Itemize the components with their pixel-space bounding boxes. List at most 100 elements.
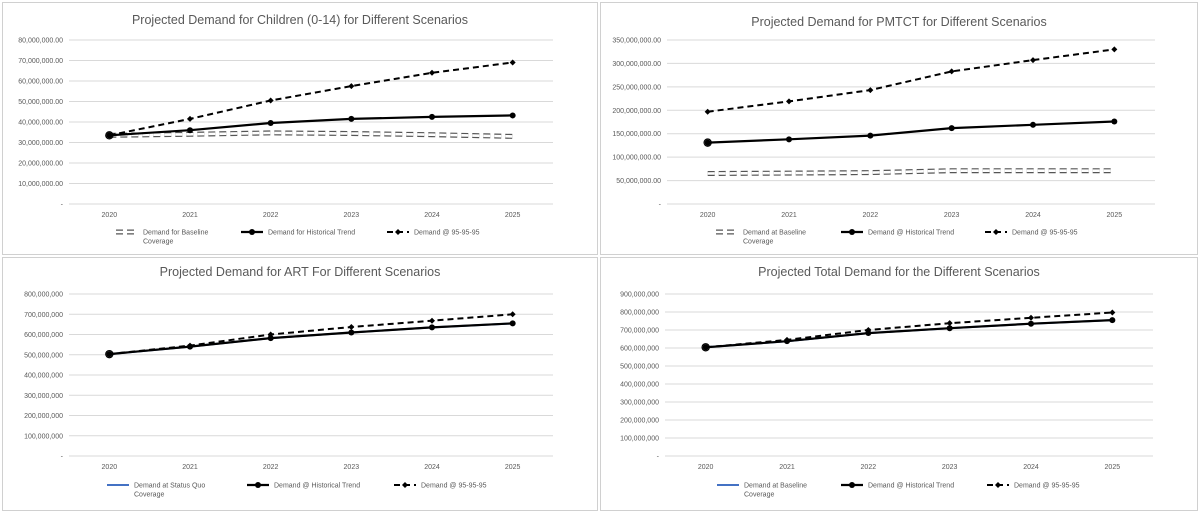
y-tick-label: 300,000,000 — [24, 393, 63, 400]
x-tick-label: 2021 — [182, 212, 198, 219]
data-point — [1111, 46, 1118, 53]
y-tick-label: 800,000,000 — [620, 310, 659, 317]
y-tick-label: 30,000,000.00 — [18, 140, 63, 147]
y-tick-label: 400,000,000 — [24, 373, 63, 380]
x-tick-label: 2022 — [861, 464, 877, 471]
data-point — [106, 132, 113, 139]
data-point — [1028, 320, 1034, 327]
legend-marker — [249, 229, 255, 235]
legend-marker — [993, 229, 999, 235]
y-tick-label: 500,000,000 — [24, 352, 63, 359]
x-tick-label: 2025 — [1105, 464, 1121, 471]
start-point-ring — [703, 138, 712, 147]
y-tick-label: 800,000,000 — [24, 292, 63, 299]
legend-entry: Demand @ 95-95-95 — [387, 229, 480, 237]
x-tick-label: 2024 — [1023, 464, 1039, 471]
data-point — [1109, 309, 1116, 316]
legend-label: Demand at Baseline — [743, 230, 806, 237]
x-tick-label: 2022 — [263, 212, 279, 219]
legend-entry: Demand at Status Quo Coverage — [107, 483, 205, 499]
x-tick-label: 2021 — [779, 464, 795, 471]
data-point — [348, 115, 355, 122]
legend-label: Demand @ 95-95-95 — [414, 230, 480, 237]
x-tick-label: 2025 — [1107, 212, 1123, 219]
legend-label: Demand at Status Quo — [134, 483, 205, 490]
legend-entry: Demand @ 95-95-95 — [394, 482, 487, 490]
y-tick-label: 700,000,000 — [24, 312, 63, 319]
legend-label: Demand @ 95-95-95 — [1014, 483, 1080, 490]
x-tick-label: 2023 — [344, 212, 360, 219]
data-point — [509, 112, 516, 119]
start-point-ring — [105, 349, 114, 359]
data-point — [867, 87, 874, 94]
y-tick-label: - — [61, 202, 64, 209]
x-tick-label: 2024 — [1025, 212, 1041, 219]
series-line-2 — [109, 61, 513, 137]
y-tick-label: 50,000,000.00 — [616, 178, 661, 185]
legend-entry: Demand @ 95-95-95 — [987, 482, 1080, 490]
series-line-2 — [109, 313, 513, 356]
x-tick-label: 2020 — [698, 464, 714, 471]
x-tick-label: 2020 — [102, 464, 118, 471]
data-point — [348, 324, 355, 331]
y-tick-label: 900,000,000 — [620, 292, 659, 299]
y-tick-label: 40,000,000.00 — [18, 120, 63, 127]
legend-marker — [849, 482, 855, 488]
y-tick-label: 600,000,000 — [24, 332, 63, 339]
total-demand-chart: Projected Total Demand for the Different… — [600, 257, 1198, 511]
data-point — [267, 120, 274, 127]
legend-label: Demand @ Historical Trend — [868, 483, 954, 490]
data-point — [1111, 118, 1118, 125]
x-tick-label: 2025 — [505, 464, 521, 471]
legend-label: Demand @ 95-95-95 — [421, 483, 487, 490]
legend-entry: Demand at Baseline Coverage — [716, 229, 806, 246]
chart-title: Projected Demand for ART For Different S… — [160, 265, 441, 279]
data-point — [865, 330, 872, 337]
data-point — [267, 97, 274, 104]
data-point — [509, 311, 516, 318]
y-tick-label: 250,000,000.00 — [612, 84, 661, 91]
legend-entry: Demand at Baseline Coverage — [717, 483, 807, 499]
chart-title: Projected Total Demand for the Different… — [758, 265, 1040, 279]
legend-entry: Demand @ Historical Trend — [247, 482, 360, 490]
y-tick-label: 10,000,000.00 — [18, 181, 63, 188]
y-tick-label: 700,000,000 — [620, 328, 659, 335]
data-point — [948, 125, 955, 132]
y-tick-label: 300,000,000.00 — [612, 61, 661, 68]
legend-label: Coverage — [134, 492, 164, 499]
x-tick-label: 2025 — [505, 212, 521, 219]
data-point — [704, 108, 711, 115]
y-tick-label: 80,000,000.00 — [18, 38, 63, 45]
x-tick-label: 2022 — [863, 212, 879, 219]
y-tick-label: 200,000,000.00 — [612, 108, 661, 115]
data-point — [429, 324, 435, 331]
y-tick-label: - — [659, 202, 662, 209]
data-point — [348, 329, 355, 336]
chart-svg: Projected Demand for Children (0-14) for… — [18, 13, 553, 246]
y-tick-label: 400,000,000 — [620, 382, 659, 389]
legend-entry: Demand for Baseline Coverage — [116, 229, 208, 246]
legend-label: Coverage — [743, 239, 773, 246]
pmtct-demand-chart: Projected Demand for PMTCT for Different… — [600, 2, 1198, 255]
data-point — [267, 335, 274, 342]
data-point — [429, 113, 435, 120]
data-point — [509, 320, 516, 327]
data-point — [786, 136, 792, 143]
data-point — [1028, 314, 1034, 321]
data-point — [1030, 121, 1036, 128]
data-point — [429, 69, 435, 76]
x-tick-label: 2022 — [263, 464, 279, 471]
legend-marker — [395, 229, 401, 235]
legend-marker — [995, 482, 1001, 488]
series-line-0-core — [707, 169, 1115, 175]
y-tick-label: 600,000,000 — [620, 346, 659, 353]
legend-label: Coverage — [143, 239, 173, 246]
legend-entry: Demand @ Historical Trend — [841, 229, 954, 237]
x-tick-label: 2024 — [424, 212, 440, 219]
legend-entry: Demand @ Historical Trend — [841, 482, 954, 490]
x-tick-label: 2023 — [942, 464, 958, 471]
y-tick-label: 100,000,000 — [24, 433, 63, 440]
legend-label: Demand @ Historical Trend — [868, 230, 954, 237]
x-tick-label: 2023 — [944, 212, 960, 219]
y-tick-label: 50,000,000.00 — [18, 99, 63, 106]
